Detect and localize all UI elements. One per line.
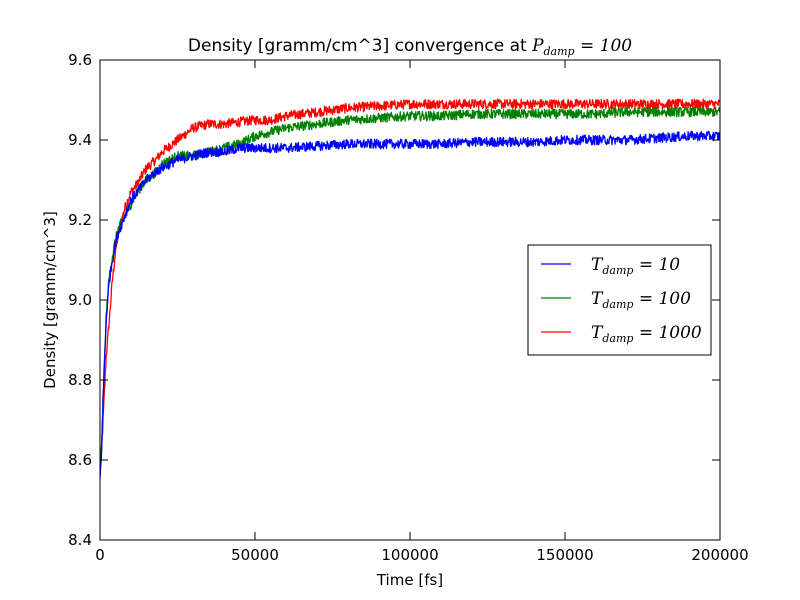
y-tick-label: 8.6 <box>68 451 92 469</box>
y-tick-label: 8.8 <box>68 371 92 389</box>
y-tick-label: 8.4 <box>68 531 92 549</box>
y-axis-label: Density [gramm/cm^3] <box>41 211 59 389</box>
x-tick-label: 100000 <box>381 546 438 564</box>
y-tick-label: 9.0 <box>68 291 92 309</box>
x-tick-label: 150000 <box>536 546 593 564</box>
chart-title-text: Density [gramm/cm^3] convergence at <box>188 36 532 56</box>
legend-label-1: Tdamp = 100 <box>591 289 691 311</box>
legend-label-2: Tdamp = 1000 <box>591 323 702 345</box>
legend-label-0: Tdamp = 10 <box>591 255 680 277</box>
x-tick-label: 200000 <box>691 546 748 564</box>
chart-title-math-rest: = 100 <box>575 36 633 56</box>
y-tick-label: 9.4 <box>68 131 92 149</box>
series-line-0 <box>100 130 720 479</box>
legend-box <box>527 244 712 356</box>
x-tick-label: 50000 <box>231 546 279 564</box>
axes: 0 50000 100000 150000 200000 8.4 8.6 8.8 9.0 9.2 9… <box>68 51 748 564</box>
y-tick-label: 9.2 <box>68 211 92 229</box>
x-axis-label: Time [fs] <box>376 571 443 589</box>
chart-title-math-p: P <box>531 36 544 56</box>
y-tick-label: 9.6 <box>68 51 92 69</box>
chart-title: Density [gramm/cm^3] convergence at Pdam… <box>188 36 632 58</box>
plot-area <box>100 98 720 479</box>
x-tick-label: 0 <box>95 546 105 564</box>
series-line-2 <box>100 98 720 467</box>
legend: Tdamp = 10 Tdamp = 100 Tdamp = 1000 <box>527 244 712 356</box>
chart-title-math-sub: damp <box>544 45 575 58</box>
